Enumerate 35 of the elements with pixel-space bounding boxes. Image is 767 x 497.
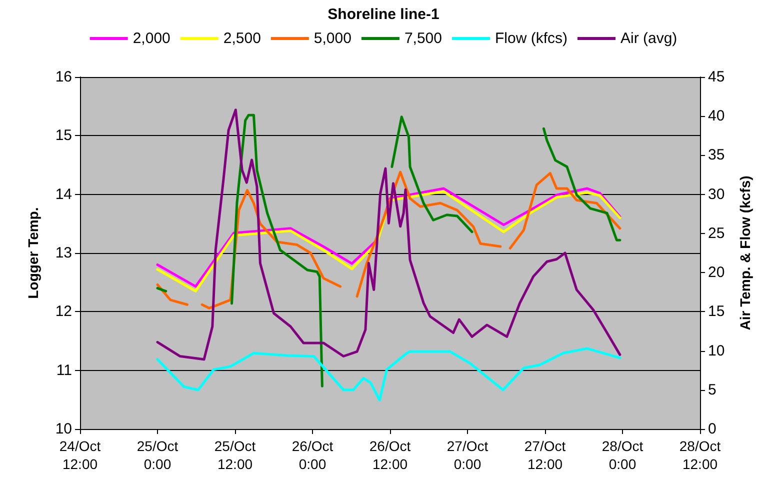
x-tick-label: 27/Oct 12:00: [524, 438, 566, 472]
x-tick-label: 27/Oct 0:00: [446, 438, 488, 472]
legend-label: Air (avg): [620, 30, 678, 47]
y-tick-label: 13: [55, 244, 72, 262]
y2-tick-label: 10: [708, 342, 725, 360]
x-tick-label: 28/Oct 12:00: [679, 438, 721, 472]
x-tick-label: 25/Oct 12:00: [214, 438, 256, 472]
y2-tick-label: 0: [708, 420, 716, 438]
y-tick-label: 14: [55, 186, 72, 203]
y2-tick-label: 15: [708, 303, 725, 320]
y2-tick-label: 20: [708, 264, 725, 282]
legend-label: 2,000: [132, 30, 170, 47]
y-tick-label: 10: [55, 420, 72, 438]
y-tick-label: 15: [55, 127, 72, 144]
x-tick-label: 25/Oct 0:00: [136, 438, 178, 472]
y-axis-title: Logger Temp.: [25, 207, 41, 299]
legend-label: 7,500: [404, 30, 442, 47]
y2-tick-label: 5: [708, 381, 716, 398]
x-tick-label: 28/Oct 0:00: [602, 438, 644, 472]
y-tick-label: 11: [56, 362, 72, 379]
y2-tick-label: 30: [708, 186, 725, 203]
x-tick-label: 26/Oct 12:00: [369, 438, 411, 472]
x-tick-label: 26/Oct 0:00: [292, 438, 334, 472]
y2-tick-label: 45: [708, 68, 725, 86]
y-tick-label: 16: [55, 68, 72, 86]
legend-label: Flow (kfcs): [494, 30, 568, 47]
y-tick-label: 12: [55, 303, 72, 320]
y2-tick-label: 35: [708, 146, 725, 164]
y2-tick-label: 25: [708, 224, 725, 242]
y2-axis-title: Air Temp. & Flow (kcfs): [737, 176, 753, 330]
legend-label: 5,000: [314, 30, 352, 47]
y2-tick-label: 40: [708, 108, 725, 125]
chart-title: Shoreline line-1: [328, 6, 440, 23]
x-tick-label: 24/Oct 12:00: [59, 438, 101, 472]
legend-label: 2,500: [223, 30, 261, 47]
